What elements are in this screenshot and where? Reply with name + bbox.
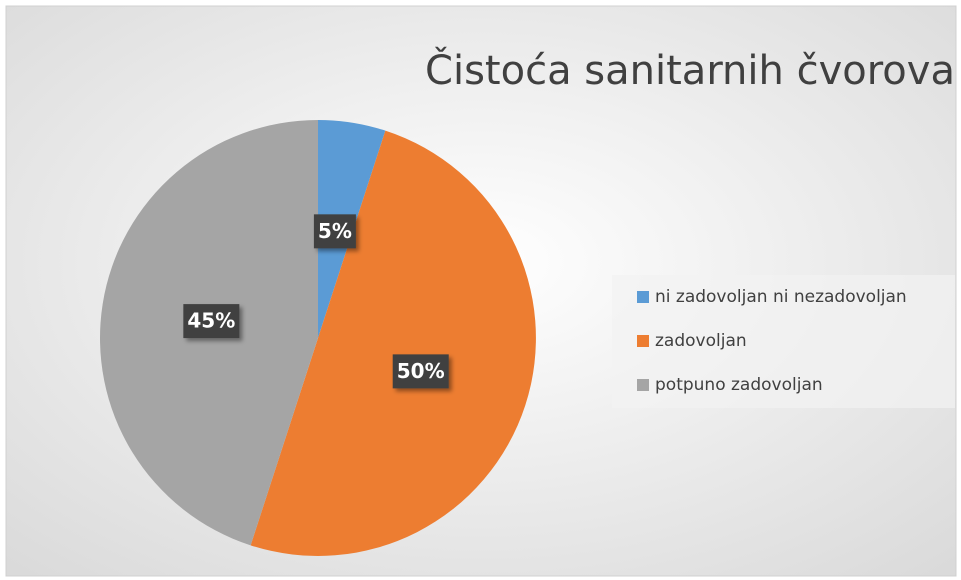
legend-label: ni zadovoljan ni nezadovoljan: [655, 287, 907, 307]
data-label: 45%: [187, 309, 235, 333]
legend-label: zadovoljan: [655, 331, 747, 351]
data-label-bg: [183, 304, 240, 339]
legend-box: [612, 275, 955, 408]
data-label: 5%: [318, 219, 352, 243]
data-label: 50%: [397, 359, 445, 383]
pie-slice: [250, 130, 536, 556]
legend-swatch: [637, 291, 649, 303]
data-label-bg: [392, 354, 449, 389]
chart-title: Čistoća sanitarnih čvorova: [425, 46, 955, 94]
legend-swatch: [637, 335, 649, 347]
legend-swatch: [637, 379, 649, 391]
legend-label: potpuno zadovoljan: [655, 375, 823, 395]
data-label-bg: [313, 214, 356, 249]
